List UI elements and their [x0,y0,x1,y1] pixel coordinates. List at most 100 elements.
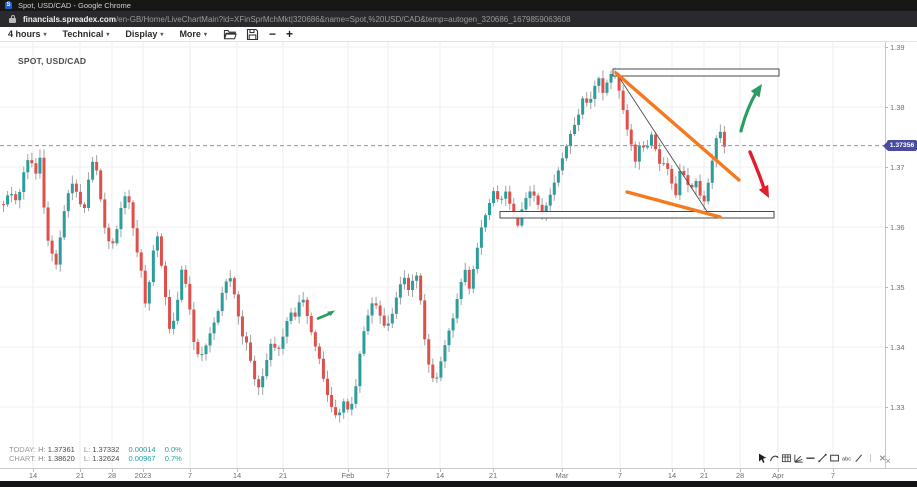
text-tool-icon[interactable]: abc [841,452,852,464]
freehand-arrow-tool-icon[interactable] [769,452,780,464]
descending-trendline[interactable] [614,70,709,214]
time-axis-tick [33,469,34,472]
more-menu-button[interactable]: More ▾ [179,29,207,39]
bearish-arrow-shaft[interactable] [748,150,766,189]
chart-row: CHART: H: 1.38620 L: 1.32624 0.00967 0.7… [9,453,182,463]
open-folder-icon[interactable] [223,28,237,41]
time-axis-tick [190,469,191,472]
mini-arrow-annotation[interactable] [316,312,332,320]
time-axis-label: 7 [830,471,836,480]
today-change-pct: 0.0% [164,445,182,454]
time-axis-tick [740,469,741,472]
close-icon[interactable]: × [885,456,891,466]
today-row: TODAY: H: 1.37361 L: 1.37332 0.00014 0.0… [9,445,182,454]
pointer-tool-icon[interactable] [757,452,768,464]
spreadex-favicon: S [5,2,12,9]
chart-low: 1.32624 [92,453,120,463]
bullish-arrow-head[interactable] [750,84,762,98]
trendline-tool-icon[interactable] [817,452,828,464]
time-axis-label: 14 [435,471,445,480]
time-axis-tick [440,469,441,472]
chart-change-pct: 0.7% [164,453,182,463]
today-low: 1.37332 [92,445,120,454]
resistance-zone-rect[interactable] [612,68,780,77]
timeframe-menu-button[interactable]: 4 hours ▾ [8,29,47,39]
time-axis-label: 21 [488,471,498,480]
chart-region[interactable]: SPOT, USD/CAD [0,42,885,468]
horizontal-line-tool-icon[interactable] [805,452,816,464]
time-axis-tick [348,469,349,472]
svg-text:abc: abc [842,456,851,462]
price-axis-label: 1.37 [885,163,905,172]
price-axis-label: 1.36 [885,223,905,232]
tools-separator [865,452,876,464]
time-axis-label: Apr [772,471,784,480]
browser-url-bar[interactable]: financials.spreadex.com/en-GB/Home/LiveC… [0,11,917,27]
bearish-arrow-head[interactable] [758,184,769,198]
indicator-lines-tool-icon[interactable] [793,452,804,464]
candlestick-series [2,67,726,423]
price-axis-label: 1.38 [885,103,905,112]
price-axis-label: 1.35 [885,283,905,292]
support-zone-rect[interactable] [499,211,775,219]
time-axis-label: 28 [735,471,745,480]
price-axis-label: 1.34 [885,343,905,352]
price-axis-label: 1.33 [885,403,905,412]
window-bottom-edge [0,481,917,487]
time-axis-label: Mar [555,471,569,480]
time-axis-tick [620,469,621,472]
technical-menu-button[interactable]: Technical ▾ [62,29,110,39]
time-axis-tick [778,469,779,472]
price-axis-label: 1.39 [885,43,905,52]
grid-lines [0,42,885,468]
time-axis-tick [143,469,144,472]
time-axis-label: 21 [278,471,288,480]
time-axis-label: Feb [341,471,355,480]
browser-title-bar: S Spot, USD/CAD - Google Chrome [0,0,917,11]
chart-toolbar: 4 hours ▾ Technical ▾ Display ▾ More ▾ − + [0,27,917,42]
time-axis-tick [493,469,494,472]
time-axis-label: 14 [667,471,677,480]
symbol-label: SPOT, USD/CAD [18,56,87,66]
time-axis-label: 28 [107,471,117,480]
chevron-down-icon: ▾ [160,32,164,38]
mini-arrow-annotation-head[interactable] [327,310,335,317]
time-axis-tick [237,469,238,472]
time-axis[interactable]: 14 21 28 2023 7 14 21 Feb 7 14 21 Mar 7 14 21 28 Apr 7 [0,468,917,481]
time-axis-tick [672,469,673,472]
save-icon[interactable] [246,28,260,41]
time-axis-label: 7 [385,471,391,480]
time-axis-tick [80,469,81,472]
delete-drawing-tool-icon[interactable] [877,452,888,464]
url-path: /en-GB/Home/LiveChartMain?id=XFinSprMchM… [115,14,571,24]
price-axis[interactable]: 1.37356 1.39 1.38 1.37 1.36 1.35 1.34 1.33 [883,42,917,468]
chart-canvas[interactable] [0,42,885,468]
time-axis-tick [704,469,705,472]
time-axis-label: 21 [699,471,709,480]
ray-tool-icon[interactable] [853,452,864,464]
time-axis-label: 21 [75,471,85,480]
chevron-down-icon: ▾ [43,32,47,38]
bullish-arrow-shaft[interactable] [739,89,759,133]
time-axis-tick [388,469,389,472]
time-axis-tick [283,469,284,472]
rectangle-tool-icon[interactable] [829,452,840,464]
current-price-badge: 1.37356 [883,140,917,151]
url-domain: financials.spreadex.com [23,14,116,24]
time-axis-label: 14 [28,471,38,480]
address-text[interactable]: financials.spreadex.com/en-GB/Home/LiveC… [23,15,571,24]
grid-table-tool-icon[interactable] [781,452,792,464]
today-high: 1.37361 [47,445,75,454]
zoom-in-button[interactable]: + [285,26,293,41]
wedge-lower-trendline[interactable] [625,190,722,219]
wedge-upper-trendline[interactable] [614,71,741,182]
chevron-down-icon: ▾ [106,32,110,38]
window-title: Spot, USD/CAD - Google Chrome [18,1,131,10]
chart-high: 1.38620 [47,453,75,463]
time-axis-tick [833,469,834,472]
chart-change: 0.00967 [128,453,156,463]
zoom-out-button[interactable]: − [268,26,276,41]
display-menu-button[interactable]: Display ▾ [125,29,164,39]
lock-icon[interactable] [9,15,16,23]
today-change: 0.00014 [128,445,156,454]
